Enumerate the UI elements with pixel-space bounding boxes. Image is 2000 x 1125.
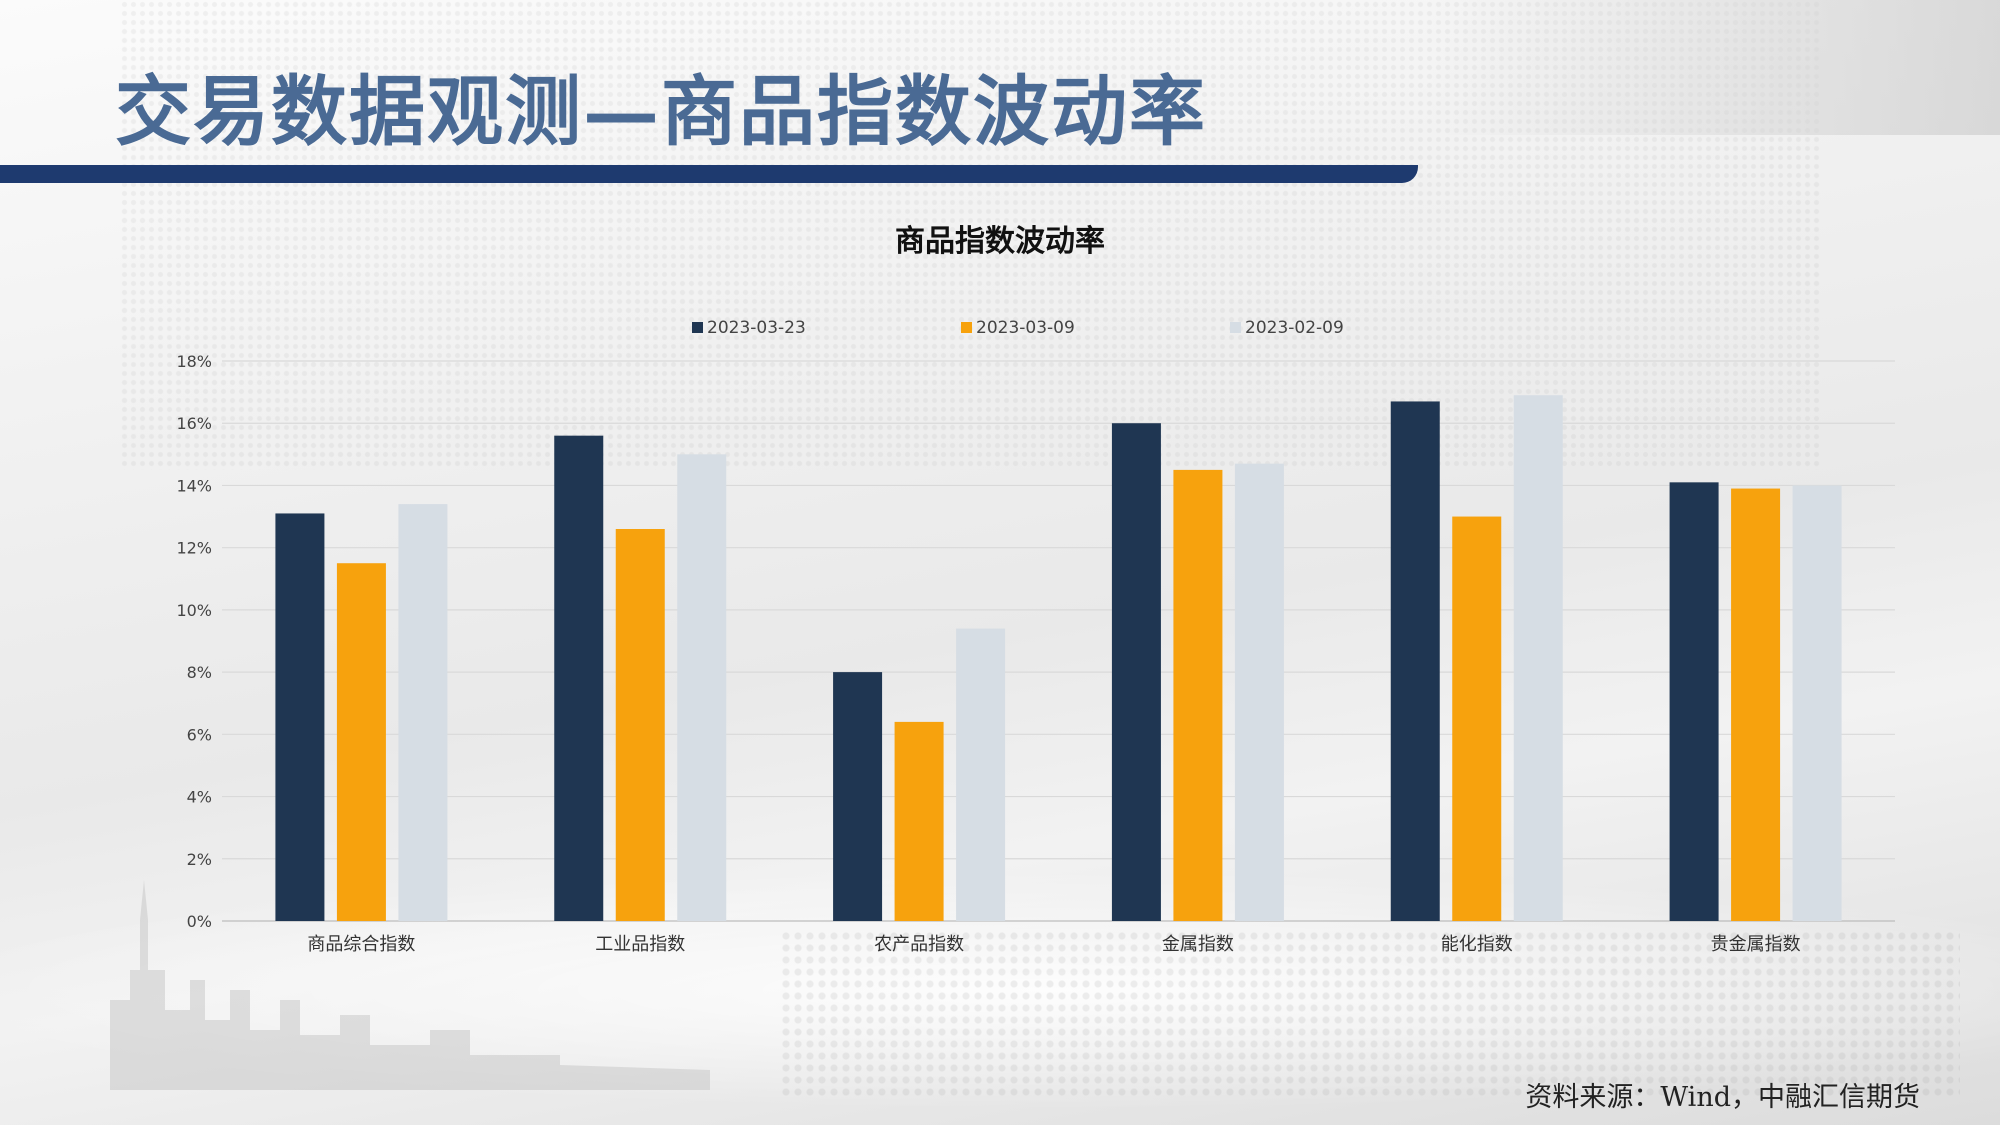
bar <box>677 454 727 921</box>
bar <box>1731 488 1781 921</box>
legend-swatch-series-2 <box>961 322 972 333</box>
y-tick-label: 4% <box>187 788 212 807</box>
bar <box>275 513 325 921</box>
source-note: 资料来源：Wind，中融汇信期货 <box>1525 1082 1920 1113</box>
bar <box>956 628 1006 921</box>
slide-title: 交易数据观测—商品指数波动率 <box>115 67 1207 156</box>
category-label: 商品综合指数 <box>307 934 415 955</box>
chart-legend: 2023-03-23 2023-03-09 2023-02-09 <box>0 318 2000 344</box>
y-tick-label: 0% <box>187 912 212 931</box>
y-tick-label: 10% <box>176 601 212 620</box>
city-skyline-graphic <box>110 880 710 1090</box>
y-tick-label: 8% <box>187 663 212 682</box>
bar <box>833 672 883 921</box>
bar <box>615 529 665 921</box>
legend-swatch-series-1 <box>692 322 703 333</box>
header-shade <box>1430 0 2000 135</box>
bar <box>1513 395 1563 921</box>
bar <box>1111 423 1161 921</box>
legend-swatch-series-3 <box>1230 322 1241 333</box>
legend-label-series-1: 2023-03-23 <box>707 318 806 338</box>
bar <box>554 435 604 921</box>
globe-dots-pattern <box>780 930 1960 1100</box>
y-tick-label: 12% <box>176 539 212 558</box>
bar <box>1669 482 1719 921</box>
legend-item-series-2: 2023-03-09 <box>961 318 1075 338</box>
bar <box>336 563 386 921</box>
category-label: 农产品指数 <box>874 934 964 955</box>
y-tick-label: 18% <box>176 352 212 371</box>
bar <box>1173 469 1223 921</box>
legend-item-series-1: 2023-03-23 <box>692 318 806 338</box>
bar <box>894 721 944 921</box>
title-underline-bar <box>0 165 1418 183</box>
category-label: 金属指数 <box>1162 934 1234 955</box>
bar <box>1452 516 1502 921</box>
bar <box>398 504 448 921</box>
category-label: 能化指数 <box>1441 934 1513 955</box>
chart-title: 商品指数波动率 <box>895 224 1105 259</box>
category-label: 工业品指数 <box>595 934 685 955</box>
y-tick-label: 2% <box>187 850 212 869</box>
legend-label-series-3: 2023-02-09 <box>1245 318 1344 338</box>
y-tick-label: 16% <box>176 414 212 433</box>
category-label: 贵金属指数 <box>1711 934 1801 955</box>
legend-label-series-2: 2023-03-09 <box>976 318 1075 338</box>
y-tick-label: 14% <box>176 476 212 495</box>
bar <box>1390 401 1440 921</box>
legend-item-series-3: 2023-02-09 <box>1230 318 1344 338</box>
bar <box>1792 485 1842 921</box>
bar <box>1234 463 1284 921</box>
y-tick-label: 6% <box>187 725 212 744</box>
